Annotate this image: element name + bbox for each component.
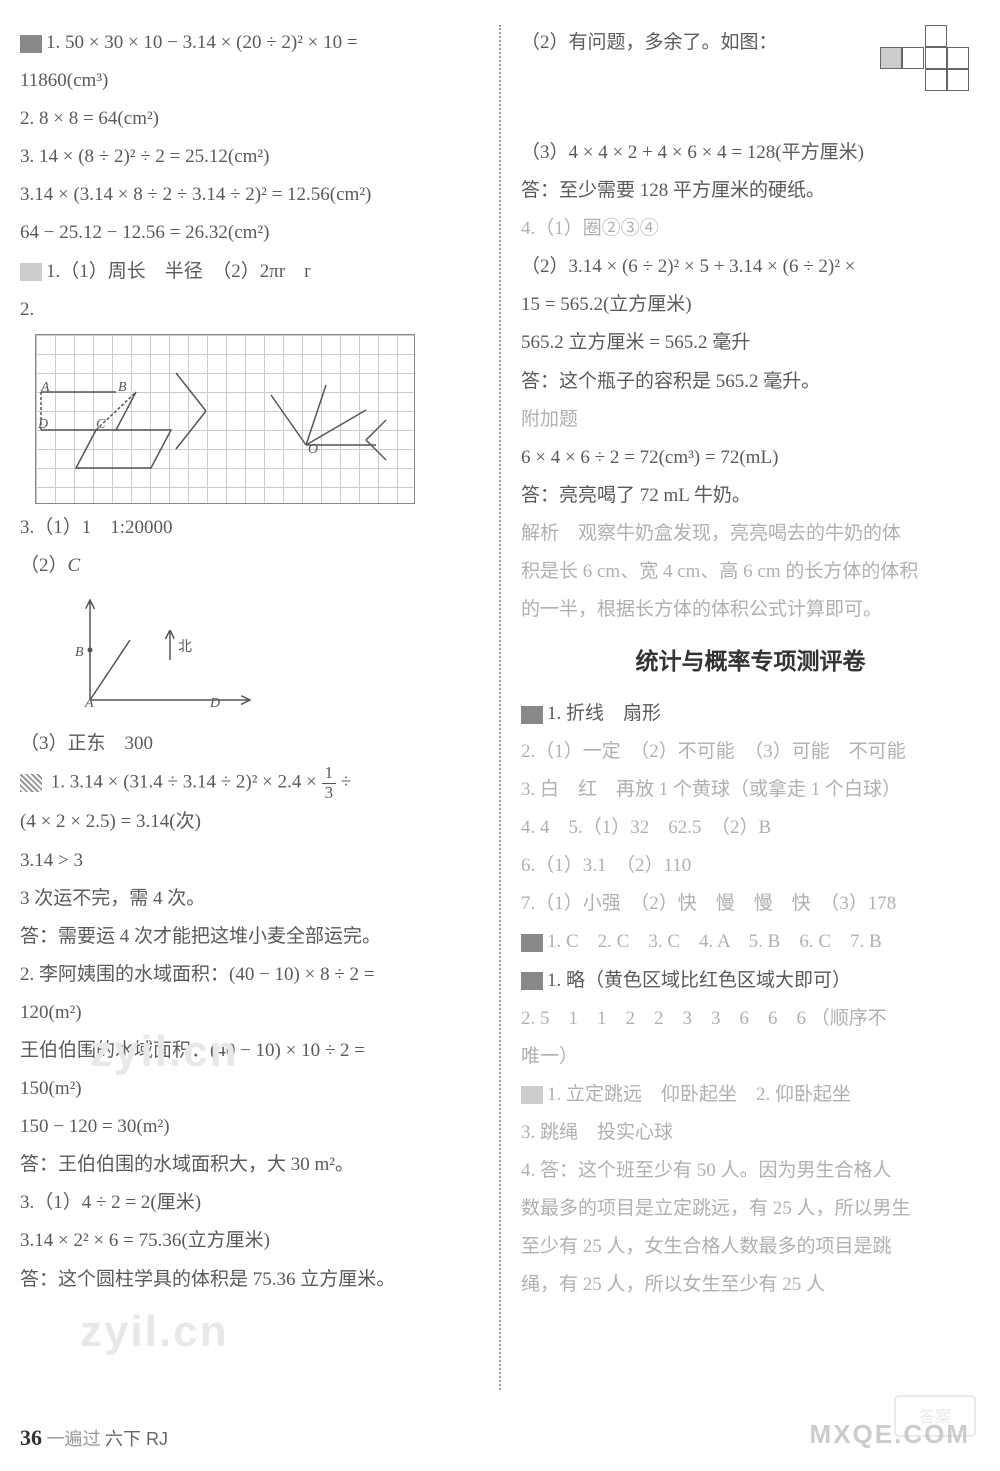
corner-logo-icon: 答案 [885,1386,985,1456]
unfold-figure [880,25,980,105]
text-line: 至少有 25 人，女生合格人数最多的项目是跳 [521,1229,980,1265]
page-footer: 36 一遍过 六下 RJ [20,1417,168,1459]
text-line: 3 次运不完，需 4 次。 [20,881,479,917]
text-line: 数最多的项目是立定跳远，有 25 人，所以男生 [521,1191,980,1227]
text-line: 1. 折线 扇形 [547,703,661,724]
text-line: 唯一） [521,1039,980,1075]
section-marker-icon [521,972,543,990]
text-line: 3.14 × 2² × 6 = 75.36(立方厘米) [20,1223,479,1259]
section-marker-icon [20,774,42,792]
svg-text:答案: 答案 [919,1408,951,1426]
text-line: (4 × 2 × 2.5) = 3.14(次) [20,804,479,840]
text-line: 答：王伯伯围的水域面积大，大 30 m²。 [20,1147,479,1183]
text-line: （2） [20,555,68,576]
axis-label-b: B [75,640,84,667]
text-line: （3）正东 300 [20,726,479,762]
text-line: 答：亮亮喝了 72 mL 牛奶。 [521,478,980,514]
fraction-denominator: 3 [322,784,337,803]
text-line: 1. C 2. C 3. C 4. A 5. B 6. C 7. B [547,931,882,952]
text-line: 1. 3.14 × (31.4 ÷ 3.14 ÷ 2)² × 2.4 × [51,772,322,793]
text-line: 3.14 × (3.14 × 8 ÷ 2 ÷ 3.14 ÷ 2)² = 12.5… [20,177,479,213]
text-line: 积是长 6 cm、宽 4 cm、高 6 cm 的长方体的体积 [521,554,980,590]
footer-brand: 一遍过 [47,1429,101,1449]
text-line: 附加题 [521,402,980,438]
text-line: 2. 李阿姨围的水域面积：(40 − 10) × 8 ÷ 2 = [20,957,479,993]
text-line: 答：这个瓶子的容积是 565.2 毫升。 [521,364,980,400]
text-line: 150(m²) [20,1071,479,1107]
text-line: 3. 14 × (8 ÷ 2)² ÷ 2 = 25.12(cm²) [20,139,479,175]
text-line: 565.2 立方厘米 = 565.2 毫升 [521,325,980,361]
text-line: 3. 跳绳 投实心球 [521,1115,980,1151]
fraction: 1 3 [322,764,337,802]
text-line: 观察牛奶盒发现，亮亮喝去的牛奶的体 [559,523,901,544]
axis-label-a: A [85,691,94,718]
text-line: 4. 答：这个班至少有 50 人。因为男生合格人 [521,1153,980,1189]
text-line: 1. 略（黄色区域比红色区域大即可） [547,970,851,991]
text-line: 1. 50 × 30 × 10 − 3.14 × (20 ÷ 2)² × 10 … [46,32,358,53]
text-line: 15 = 565.2(立方厘米) [521,287,980,323]
footer-grade: 六下 RJ [105,1429,168,1449]
text-line: 4. 4 5.（1）32 62.5 （2）B [521,810,980,846]
text-line: ÷ [341,772,351,793]
section-heading: 统计与概率专项测评卷 [521,640,980,684]
text-line: 4.（1）圈②③④ [521,211,980,247]
text-line: 120(m²) [20,995,479,1031]
text-line: （3）4 × 4 × 2 + 4 × 6 × 4 = 128(平方厘米) [521,135,980,171]
column-divider [499,25,501,1390]
text-line: 7.（1）小强 （2）快 慢 慢 快 （3）178 [521,886,980,922]
axis-label-d: D [210,691,220,718]
text-line: 绳，有 25 人，所以女生至少有 25 人 [521,1267,980,1303]
text-line: 2. 5 1 1 2 2 3 3 6 6 6 （顺序不 [521,1001,980,1037]
section-marker-icon [521,934,543,952]
text-line: 答：至少需要 128 平方厘米的硬纸。 [521,173,980,209]
text-line: 2.（1）一定 （2）不可能 （3）可能 不可能 [521,734,980,770]
text-line: 答：需要运 4 次才能把这堆小麦全部运完。 [20,919,479,955]
text-line: 2. [20,292,479,328]
north-label: 北 [178,635,192,662]
text-line: 2. 8 × 8 = 64(cm²) [20,101,479,137]
axis-label-c: C [68,555,81,576]
text-line: 6 × 4 × 6 ÷ 2 = 72(cm³) = 72(mL) [521,440,980,476]
text-line: 3.（1）1 1:20000 [20,510,479,546]
fraction-numerator: 1 [322,764,337,784]
text-line: 1. 立定跳远 仰卧起坐 2. 仰卧起坐 [547,1084,851,1105]
text-line: 11860(cm³) [20,63,479,99]
grid-figure: A B C D O [35,334,415,504]
section-marker-icon [521,706,543,724]
text-line: 3.14 > 3 [20,843,479,879]
analysis-label: 解析 [521,523,559,544]
text-line: 王伯伯围的水域面积：(40 − 10) × 10 ÷ 2 = [20,1033,479,1069]
left-column: 1. 50 × 30 × 10 − 3.14 × (20 ÷ 2)² × 10 … [20,25,484,1390]
text-line: 64 − 25.12 − 12.56 = 26.32(cm²) [20,215,479,251]
grid-lines-icon [36,335,416,505]
section-marker-icon [20,263,42,281]
text-line: 150 − 120 = 30(m²) [20,1109,479,1145]
text-line: 3.（1）4 ÷ 2 = 2(厘米) [20,1185,479,1221]
page-number: 36 [20,1425,42,1450]
text-line: 6.（1）3.1 （2）110 [521,848,980,884]
text-line: 的一半，根据长方体的体积公式计算即可。 [521,592,980,628]
text-line: （2）3.14 × (6 ÷ 2)² × 5 + 3.14 × (6 ÷ 2)²… [521,249,980,285]
text-line: 答：这个圆柱学具的体积是 75.36 立方厘米。 [20,1262,479,1298]
text-line: 3. 白 红 再放 1 个黄球（或拿走 1 个白球） [521,772,980,808]
right-column: （2）有问题，多余了。如图： （3）4 × 4 × 2 + 4 × 6 × 4 … [516,25,980,1390]
axis-figure: A B D 北 [70,590,270,720]
section-marker-icon [521,1086,543,1104]
section-marker-icon [20,35,42,53]
text-line: 1.（1）周长 半径 （2）2πr r [46,261,311,282]
axis-lines-icon [70,590,270,720]
